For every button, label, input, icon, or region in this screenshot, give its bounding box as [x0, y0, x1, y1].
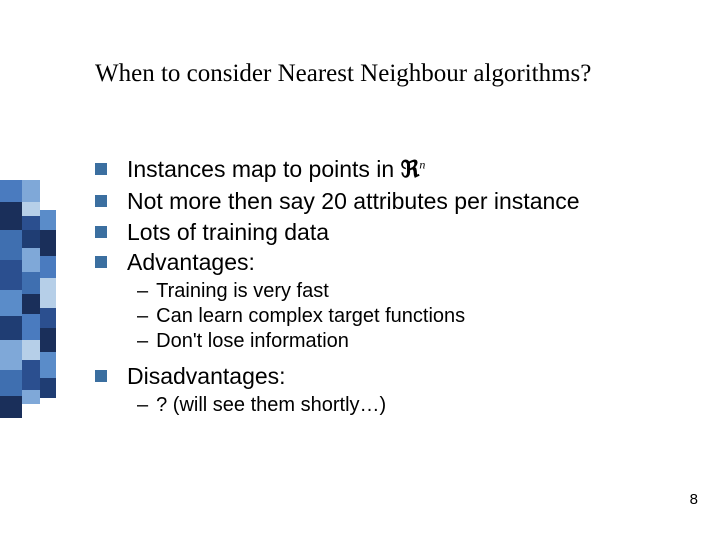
square-bullet-icon: [95, 163, 107, 175]
bullet-item: Instances map to points in ℜn: [95, 155, 690, 185]
square-bullet-icon: [95, 226, 107, 238]
sub-bullet-text: Can learn complex target functions: [156, 304, 465, 328]
page-number: 8: [690, 491, 698, 508]
bullet-text: Not more then say 20 attributes per inst…: [127, 187, 580, 216]
bullet-text: Lots of training data: [127, 218, 329, 247]
slide: When to consider Nearest Neighbour algor…: [0, 0, 720, 540]
bullet-item: Not more then say 20 attributes per inst…: [95, 187, 690, 216]
sub-bullet-item: – Don't lose information: [137, 329, 690, 353]
sub-bullet-item: – Training is very fast: [137, 279, 690, 303]
slide-content: Instances map to points in ℜn Not more t…: [95, 155, 690, 418]
bullet-text: Disadvantages:: [127, 362, 286, 391]
sub-bullet-item: – ? (will see them shortly…): [137, 393, 690, 417]
square-bullet-icon: [95, 195, 107, 207]
decorative-sidebar: [0, 0, 60, 540]
bullet-text: Advantages:: [127, 248, 255, 277]
sub-bullet-item: – Can learn complex target functions: [137, 304, 690, 328]
dash-bullet-icon: –: [137, 393, 148, 417]
slide-title: When to consider Nearest Neighbour algor…: [95, 60, 591, 88]
bullet-text: Instances map to points in ℜn: [127, 155, 425, 185]
bullet-item: Disadvantages:: [95, 362, 690, 391]
bullet-item: Advantages:: [95, 248, 690, 277]
math-superscript: n: [419, 157, 425, 171]
dash-bullet-icon: –: [137, 304, 148, 328]
sub-bullet-text: Don't lose information: [156, 329, 349, 353]
sub-bullet-text: ? (will see them shortly…): [156, 393, 386, 417]
square-bullet-icon: [95, 256, 107, 268]
bullet-text-part: Instances map to points in: [127, 156, 401, 182]
square-bullet-icon: [95, 370, 107, 382]
math-symbol: ℜ: [401, 157, 420, 182]
dash-bullet-icon: –: [137, 329, 148, 353]
bullet-item: Lots of training data: [95, 218, 690, 247]
dash-bullet-icon: –: [137, 279, 148, 303]
sub-bullet-text: Training is very fast: [156, 279, 329, 303]
